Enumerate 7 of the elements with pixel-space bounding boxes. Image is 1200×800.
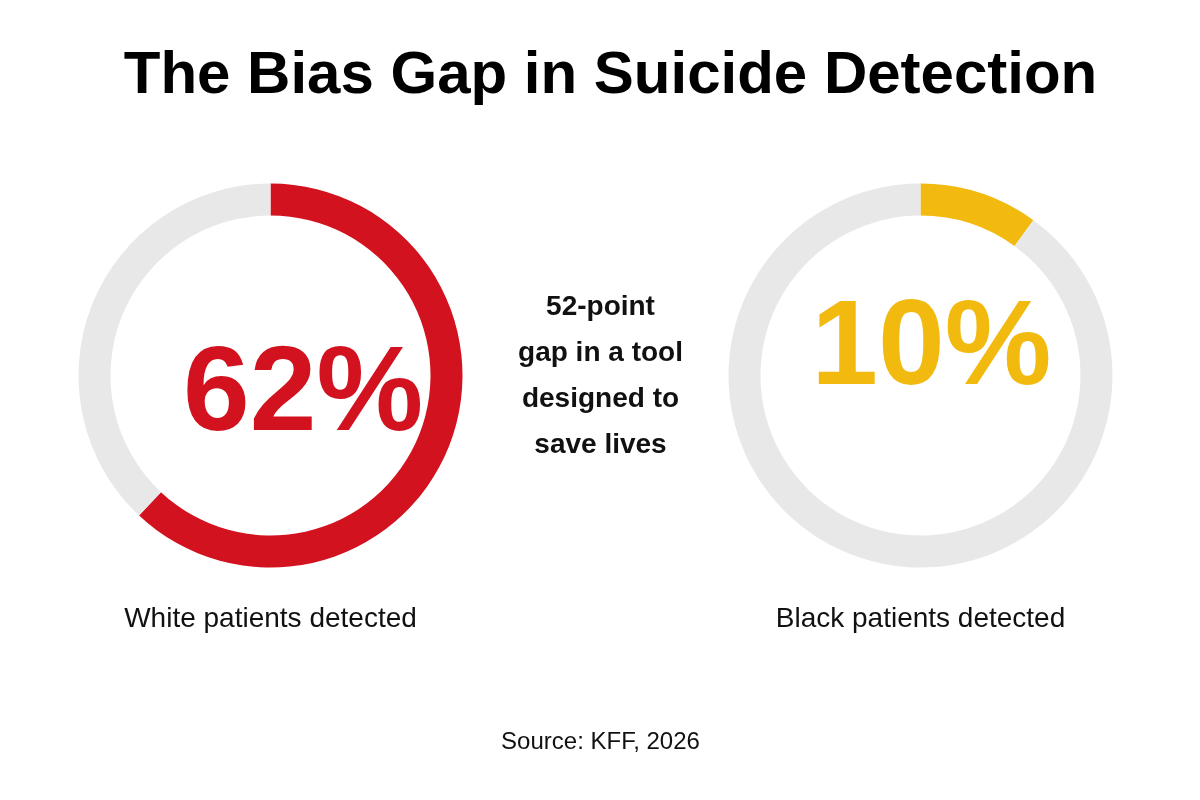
data-label: 10% xyxy=(811,275,1052,410)
text: 52-point gap in a tool designed to save lives xyxy=(518,290,683,459)
source-note: Source: KFF, 2026 xyxy=(501,727,700,754)
text: The Bias Gap in Suicide Detection xyxy=(123,39,1098,106)
data-label: 62% xyxy=(182,321,424,456)
text: Black patients detected xyxy=(775,602,1066,633)
text: White patients detected xyxy=(124,602,417,633)
